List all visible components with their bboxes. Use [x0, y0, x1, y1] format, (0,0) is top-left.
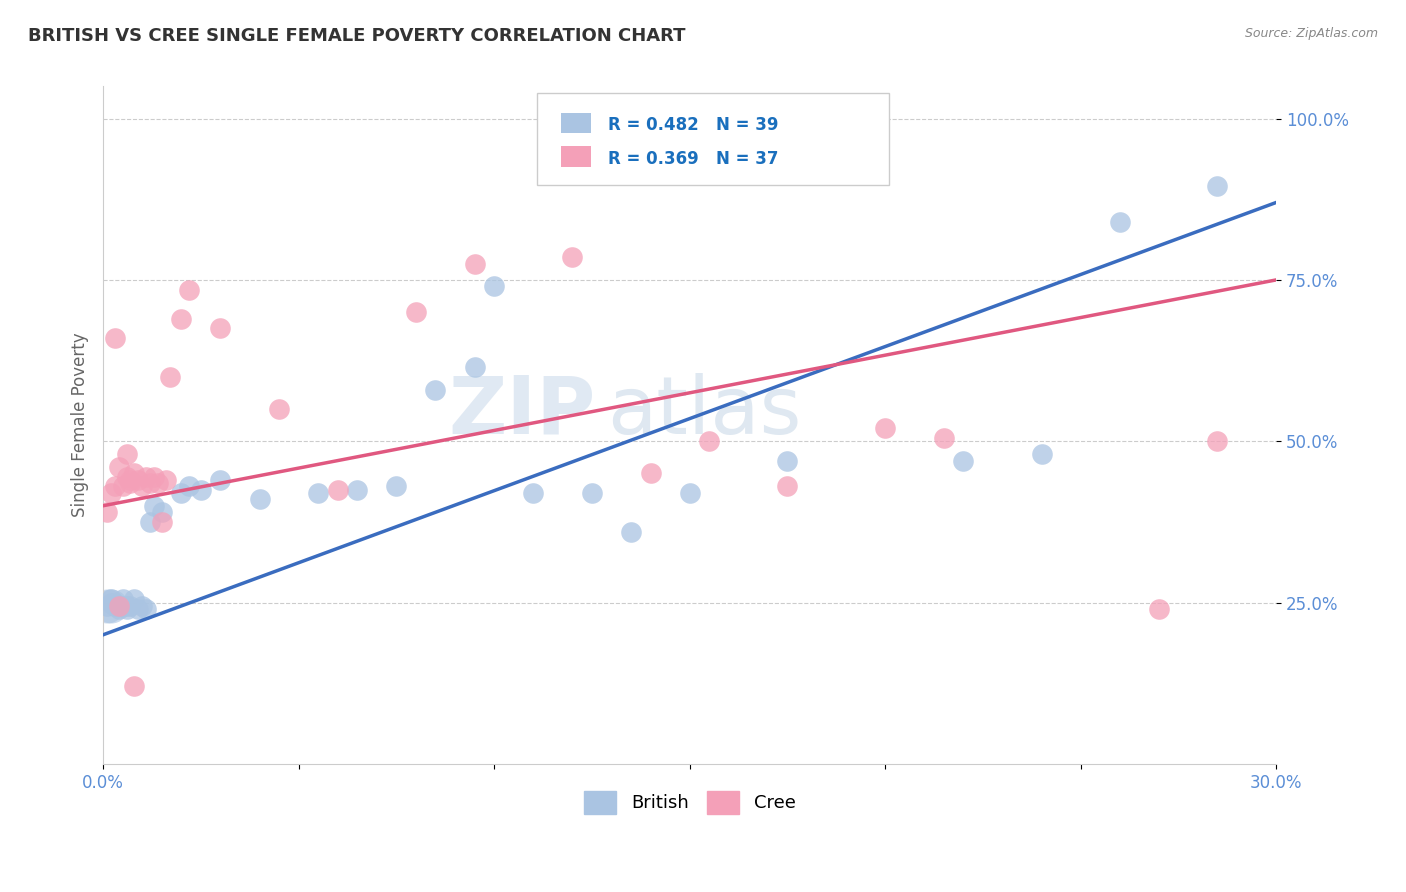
Point [124, 467, 146, 481]
Point [104, 479, 127, 493]
Point [405, 305, 427, 319]
Point [100, 486, 122, 500]
Point [678, 486, 700, 500]
Point [1031, 447, 1053, 461]
FancyBboxPatch shape [561, 112, 591, 133]
Point [150, 505, 173, 519]
Point [120, 473, 142, 487]
Point [115, 602, 138, 616]
Point [107, 460, 129, 475]
Point [776, 453, 799, 467]
Point [267, 401, 290, 416]
Point [104, 595, 127, 609]
Point [249, 492, 271, 507]
Point [135, 469, 157, 483]
Point [111, 599, 134, 613]
Point [1108, 215, 1130, 229]
Point [96, 599, 118, 613]
Point [522, 486, 544, 500]
Point [561, 250, 583, 264]
Point [464, 257, 486, 271]
Point [100, 599, 122, 613]
Point [464, 359, 486, 374]
Point [131, 479, 153, 493]
Point [127, 602, 149, 616]
Point [100, 592, 122, 607]
Point [143, 499, 166, 513]
Point [1147, 602, 1170, 616]
Point [425, 383, 447, 397]
FancyBboxPatch shape [561, 146, 591, 167]
Point [385, 479, 408, 493]
Point [179, 479, 201, 493]
Point [131, 599, 153, 613]
Text: BRITISH VS CREE SINGLE FEMALE POVERTY CORRELATION CHART: BRITISH VS CREE SINGLE FEMALE POVERTY CO… [28, 27, 686, 45]
Point [124, 680, 146, 694]
Point [124, 592, 146, 607]
Text: R = 0.482   N = 39: R = 0.482 N = 39 [607, 116, 778, 134]
Point [209, 321, 232, 335]
Point [96, 599, 118, 613]
Point [127, 473, 149, 487]
Point [307, 486, 329, 500]
Text: atlas: atlas [607, 373, 801, 450]
Point [875, 421, 897, 435]
Point [107, 599, 129, 613]
Point [115, 447, 138, 461]
Point [155, 473, 177, 487]
Legend: British, Cree: British, Cree [575, 782, 804, 822]
Point [135, 602, 157, 616]
Point [115, 469, 138, 483]
Point [146, 476, 169, 491]
Point [139, 476, 162, 491]
Point [640, 467, 662, 481]
Point [150, 515, 173, 529]
Point [104, 331, 127, 345]
Point [139, 515, 162, 529]
Point [776, 479, 799, 493]
Point [1206, 434, 1229, 449]
Point [120, 599, 142, 613]
Text: R = 0.369   N = 37: R = 0.369 N = 37 [607, 150, 778, 168]
Point [159, 369, 181, 384]
Y-axis label: Single Female Poverty: Single Female Poverty [72, 333, 89, 517]
Point [104, 599, 127, 613]
Text: ZIP: ZIP [449, 373, 596, 450]
Point [952, 453, 974, 467]
Point [482, 279, 505, 293]
Point [326, 483, 349, 497]
Point [581, 486, 603, 500]
Point [100, 595, 122, 609]
Point [107, 602, 129, 616]
Point [111, 479, 134, 493]
Point [120, 476, 142, 491]
Point [107, 599, 129, 613]
Point [179, 283, 201, 297]
Point [96, 505, 118, 519]
Point [620, 524, 643, 539]
Point [115, 599, 138, 613]
Text: Source: ZipAtlas.com: Source: ZipAtlas.com [1244, 27, 1378, 40]
Point [932, 431, 955, 445]
Point [170, 486, 193, 500]
FancyBboxPatch shape [537, 93, 889, 185]
Point [190, 483, 212, 497]
Point [697, 434, 720, 449]
Point [1206, 179, 1229, 194]
Point [209, 473, 232, 487]
Point [111, 592, 134, 607]
Point [170, 311, 193, 326]
Point [346, 483, 368, 497]
Point [143, 469, 166, 483]
